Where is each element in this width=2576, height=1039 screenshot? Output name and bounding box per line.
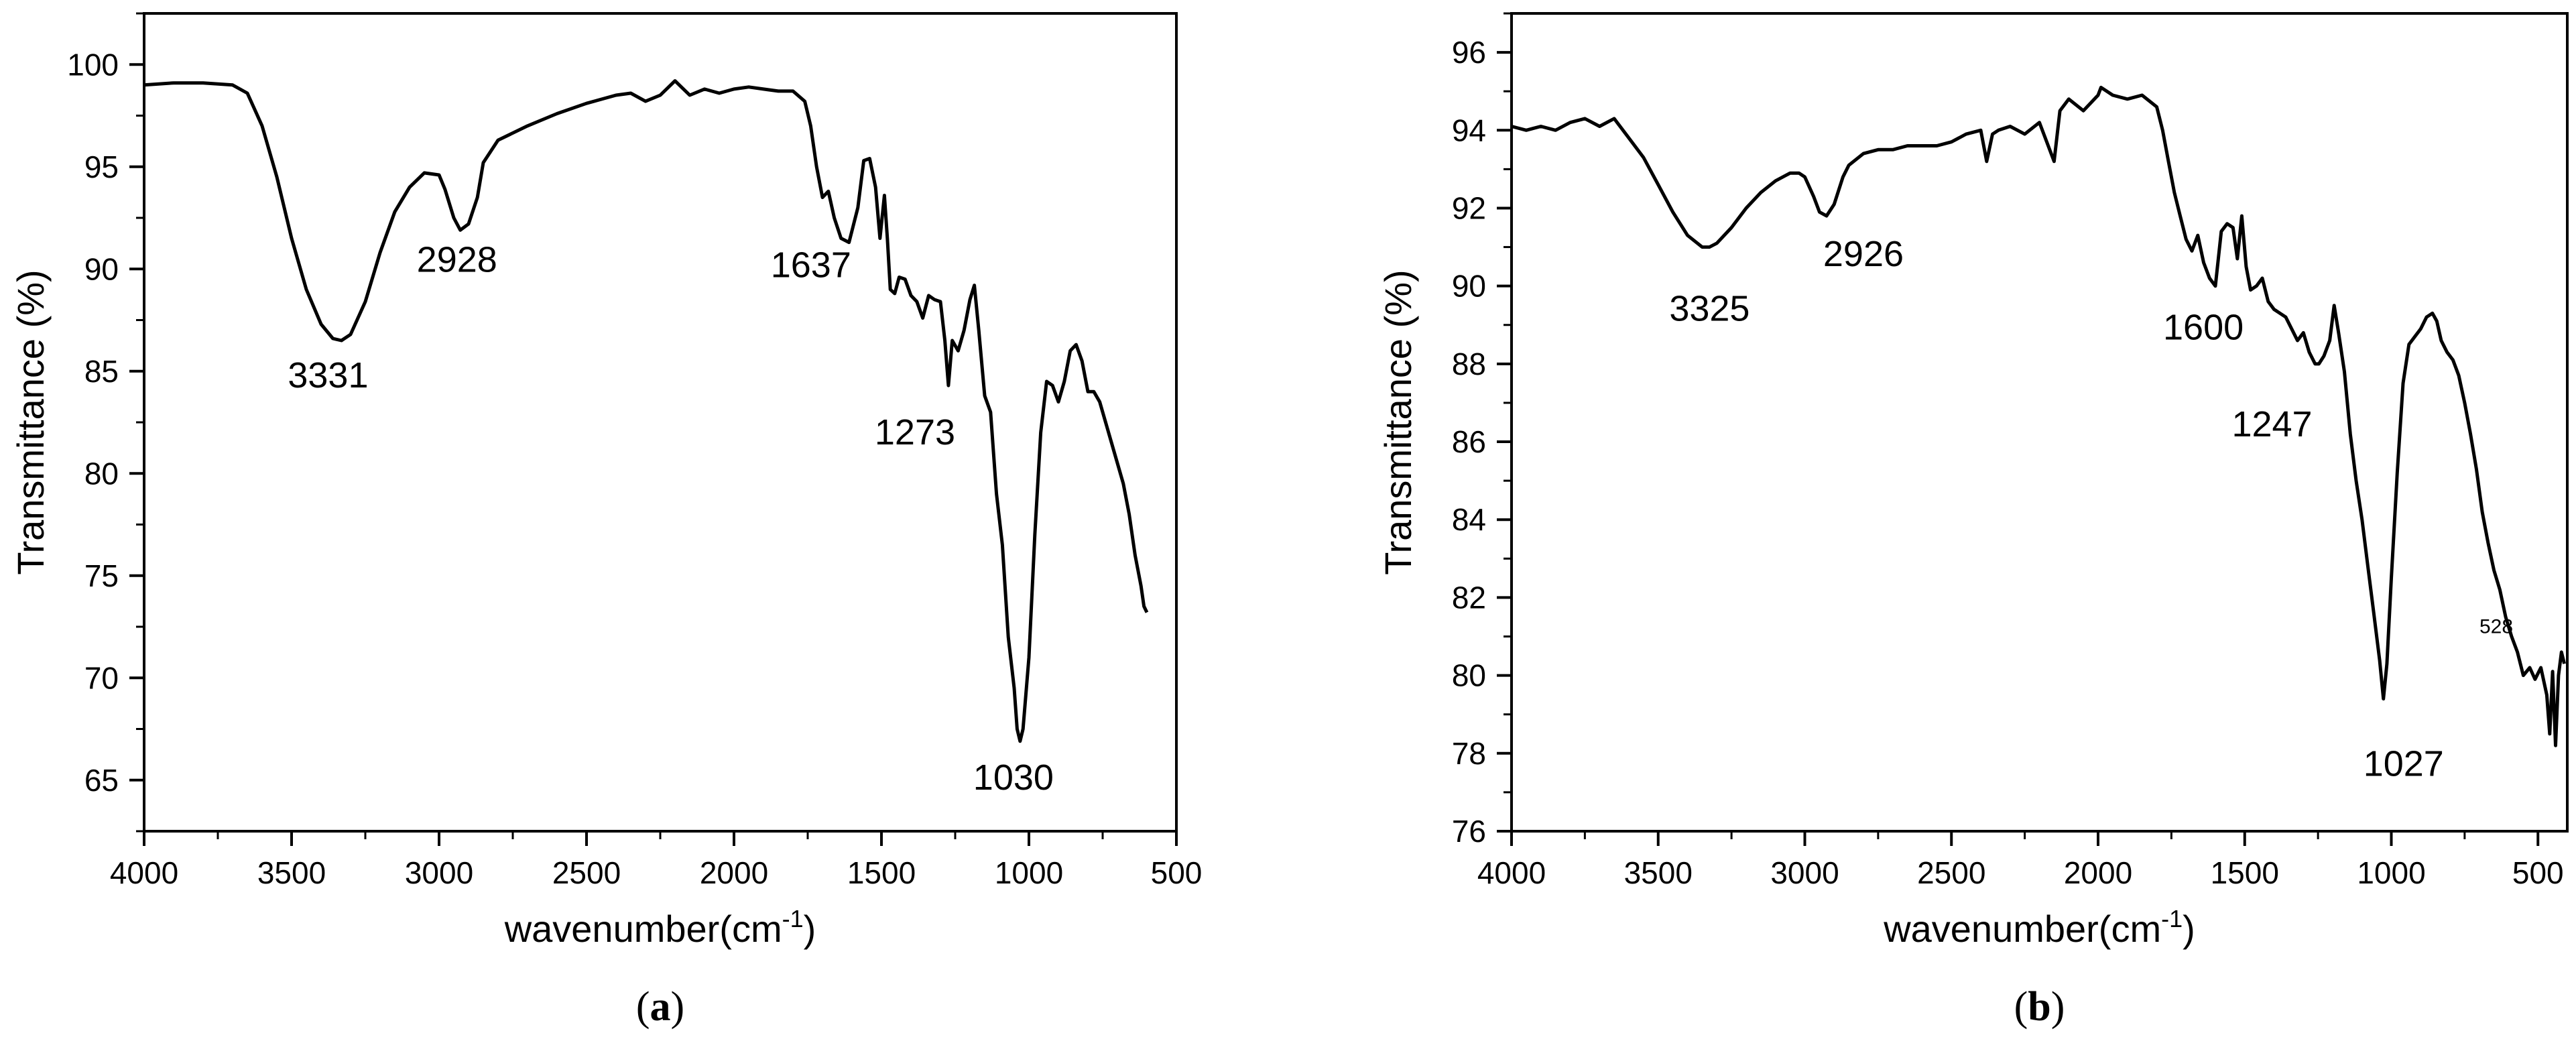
y-tick-label: 80 — [84, 456, 119, 491]
y-tick-label: 86 — [1452, 424, 1486, 459]
x-tick-label: 1500 — [847, 855, 916, 890]
y-axis-label: Transmittance (%) — [9, 269, 52, 574]
chart-panel-b: 4000 3500 3000 2500 2000 1500 1000 500 76 78 80 82 8… — [1377, 12, 2569, 1030]
x-tick-label: 500 — [2512, 855, 2564, 890]
y-tick-label: 90 — [84, 251, 119, 286]
x-axis-label: wavenumber(cm-1) — [504, 905, 816, 950]
x-tick-label: 1000 — [995, 855, 1063, 890]
peak-label: 528 — [2479, 616, 2513, 638]
x-tick-label: 3000 — [405, 855, 473, 890]
y-tick-label: 78 — [1452, 736, 1486, 771]
y-tick-label: 94 — [1452, 113, 1486, 147]
y-axis-label: Transmittance (%) — [1377, 269, 1419, 574]
x-tick-label: 2500 — [1917, 855, 1985, 890]
y-tick-label: 82 — [1452, 580, 1486, 615]
x-tick-label: 2000 — [2064, 855, 2132, 890]
y-tick-label: 95 — [84, 149, 119, 184]
peak-label: 3325 — [1669, 289, 1750, 329]
y-tick-label: 88 — [1452, 347, 1486, 381]
y-tick-label: 80 — [1452, 658, 1486, 693]
x-axis-label: wavenumber(cm-1) — [1883, 905, 2195, 950]
y-tick-label: 76 — [1452, 814, 1486, 849]
y-tick-label: 84 — [1452, 502, 1486, 537]
peak-label: 1600 — [2163, 308, 2244, 348]
y-tick-label: 92 — [1452, 190, 1486, 225]
x-tick-label: 2000 — [700, 855, 768, 890]
plot-frame — [143, 12, 1178, 833]
x-tick-label: 4000 — [1477, 855, 1546, 890]
peak-label: 1247 — [2231, 404, 2312, 444]
peak-label: 1030 — [973, 757, 1054, 798]
y-tick-label: 85 — [84, 354, 119, 389]
peak-label: 2926 — [1823, 234, 1904, 274]
peak-label: 1027 — [2364, 743, 2444, 784]
y-tick-label: 90 — [1452, 269, 1486, 304]
peak-label: 1273 — [875, 412, 955, 452]
spectrum-line — [1511, 85, 2567, 747]
y-tick-label: 70 — [84, 660, 119, 695]
y-tick-label: 100 — [67, 47, 119, 82]
peak-label: 1637 — [771, 245, 851, 286]
peak-label: 2928 — [417, 239, 497, 280]
spectrum-line — [143, 79, 1149, 743]
x-tick-label: 2500 — [552, 855, 621, 890]
y-tick-label: 65 — [84, 763, 119, 798]
x-tick-label: 1000 — [2357, 855, 2425, 890]
x-tick-label: 1500 — [2211, 855, 2279, 890]
x-tick-label: 500 — [1151, 855, 1203, 890]
y-tick-label: 75 — [84, 558, 119, 593]
chart-panel-a: 4000 3500 3000 2500 2000 1500 1000 500 65 70 75 80 8… — [9, 12, 1203, 1030]
x-tick-label: 4000 — [110, 855, 178, 890]
y-tick-label: 96 — [1452, 35, 1486, 70]
x-tick-label: 3500 — [257, 855, 326, 890]
panel-caption: (b) — [2014, 984, 2065, 1030]
x-tick-label: 3500 — [1624, 855, 1693, 890]
peak-label: 3331 — [288, 355, 368, 395]
panel-caption: (a) — [636, 984, 684, 1030]
x-tick-label: 3000 — [1770, 855, 1839, 890]
plot-frame — [1510, 12, 2569, 833]
